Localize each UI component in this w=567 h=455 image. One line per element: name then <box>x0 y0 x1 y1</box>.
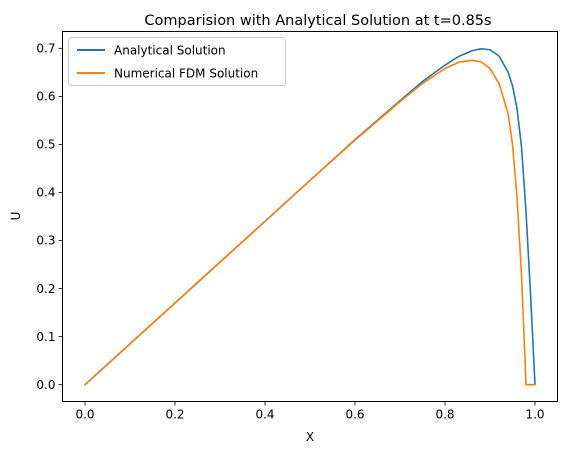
x-tick-label: 0.0 <box>75 408 94 422</box>
y-tick-label: 0.0 <box>36 378 55 392</box>
axes-frame <box>62 31 558 402</box>
x-tick-label: 0.8 <box>435 408 454 422</box>
series-line-numerical <box>84 59 536 386</box>
legend-label-analytical: Analytical Solution <box>114 44 226 58</box>
y-tick-label: 0.7 <box>36 42 55 56</box>
y-axis-ticks: 0.0 0.1 0.2 0.3 0.4 0.5 0.6 0.7 <box>36 42 63 392</box>
y-tick-label: 0.4 <box>36 186 55 200</box>
plot-area <box>84 47 536 386</box>
x-tick-label: 0.4 <box>255 408 274 422</box>
y-tick-label: 0.1 <box>36 330 55 344</box>
x-tick-label: 0.2 <box>165 408 184 422</box>
y-tick-label: 0.6 <box>36 90 55 104</box>
x-axis-label: X <box>306 430 314 444</box>
y-tick-label: 0.3 <box>36 234 55 248</box>
x-tick-label: 1.0 <box>525 408 544 422</box>
x-tick-label: 0.6 <box>345 408 364 422</box>
series-line-analytical <box>84 47 536 386</box>
y-tick-label: 0.5 <box>36 138 55 152</box>
legend-label-numerical: Numerical FDM Solution <box>114 67 258 81</box>
chart-title: Comparision with Analytical Solution at … <box>144 13 491 29</box>
y-axis-label: U <box>9 212 23 221</box>
legend-box <box>68 37 286 86</box>
y-tick-label: 0.2 <box>36 282 55 296</box>
legend: Analytical Solution Numerical FDM Soluti… <box>68 37 286 86</box>
x-axis-ticks: 0.0 0.2 0.4 0.6 0.8 1.0 <box>75 401 545 422</box>
